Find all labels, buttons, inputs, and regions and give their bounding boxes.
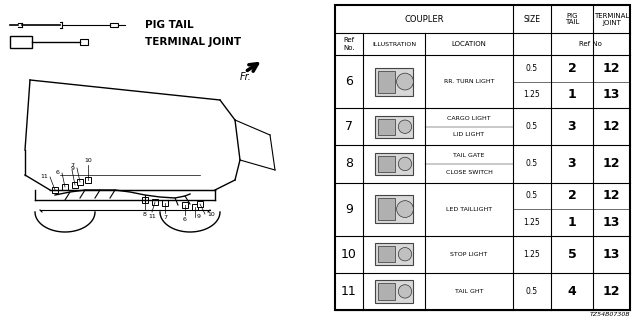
Bar [375,243,413,265]
Circle shape [398,120,412,133]
Bar [182,202,188,208]
Bar [77,179,83,185]
Text: 1.25: 1.25 [524,90,540,99]
Text: TZ54B0730B: TZ54B0730B [589,312,630,317]
Bar [10,36,32,48]
Text: LID LIGHT: LID LIGHT [453,132,484,137]
Text: TERMINAL
JOINT: TERMINAL JOINT [594,12,629,26]
Text: 1.25: 1.25 [524,250,540,259]
Bar [378,119,395,135]
Text: 13: 13 [603,88,620,101]
Text: TERMINAL JOINT: TERMINAL JOINT [145,37,241,47]
Text: 12: 12 [603,120,620,133]
Text: 11: 11 [341,285,357,298]
Bar [378,156,395,172]
Text: 12: 12 [603,189,620,202]
Text: 3: 3 [568,157,576,171]
Bar [378,71,395,92]
Text: 11: 11 [40,174,48,180]
Text: STOP LIGHT: STOP LIGHT [451,252,488,257]
Bar [152,199,158,205]
Text: CLOSE SWITCH: CLOSE SWITCH [445,170,492,175]
Bar [192,204,198,210]
Circle shape [398,248,412,261]
Bar [142,197,148,203]
Bar [85,177,91,183]
Bar [375,195,413,223]
Text: 0.5: 0.5 [526,159,538,168]
Bar [197,201,203,207]
Text: 0.5: 0.5 [526,191,538,200]
Circle shape [397,201,413,218]
Text: 12: 12 [603,157,620,171]
Bar [375,116,413,138]
Text: 12: 12 [603,285,620,298]
Text: 10: 10 [341,248,357,261]
Text: 8: 8 [345,157,353,171]
Text: 10: 10 [84,158,92,163]
Text: 0.5: 0.5 [526,64,538,73]
Bar [62,184,68,190]
Text: 2: 2 [568,189,577,202]
Text: 2: 2 [568,62,577,75]
Circle shape [397,73,413,90]
Bar [375,280,413,303]
Text: 7: 7 [163,215,167,220]
Text: LOCATION: LOCATION [452,41,486,47]
Bar [72,182,78,188]
Text: 6: 6 [345,75,353,88]
Text: 0.5: 0.5 [526,287,538,296]
Text: Ref No: Ref No [579,41,602,47]
Bar [375,68,413,96]
Text: 5: 5 [568,248,577,261]
Text: 13: 13 [603,216,620,229]
Text: 6: 6 [183,217,187,222]
Text: 1: 1 [568,88,577,101]
Text: 3: 3 [568,120,576,133]
Text: 13: 13 [603,248,620,261]
Text: SIZE: SIZE [524,14,541,23]
Text: 10: 10 [207,212,215,217]
Bar [375,153,413,175]
Text: PIG TAIL: PIG TAIL [145,20,194,30]
Bar [110,23,118,27]
Text: 8: 8 [143,212,147,217]
Text: 6: 6 [56,171,60,175]
Text: COUPLER: COUPLER [404,14,444,23]
Bar [378,198,395,220]
Text: PIG
TAIL: PIG TAIL [565,12,579,26]
Text: ILLUSTRATION: ILLUSTRATION [372,42,416,46]
Text: CARGO LIGHT: CARGO LIGHT [447,116,491,121]
Text: Ref
No.: Ref No. [343,37,355,51]
Text: 7: 7 [345,120,353,133]
Text: 1.25: 1.25 [524,218,540,227]
Bar [378,246,395,262]
Text: 12: 12 [603,62,620,75]
Text: 9: 9 [345,203,353,216]
Text: 11: 11 [148,214,156,219]
Circle shape [398,157,412,171]
Circle shape [398,285,412,298]
Bar [80,39,88,45]
Text: TAIL GATE: TAIL GATE [453,153,484,158]
Text: Fr.: Fr. [240,72,252,82]
Text: LED TAILLIGHT: LED TAILLIGHT [446,207,492,212]
Text: 1: 1 [568,216,577,229]
Bar [378,283,395,300]
Text: 0.5: 0.5 [526,122,538,131]
Bar [162,200,168,206]
Text: RR. TURN LIGHT: RR. TURN LIGHT [444,79,494,84]
Text: 9: 9 [197,214,201,220]
Text: 9: 9 [71,165,75,171]
Bar [52,187,58,193]
Text: 4: 4 [568,285,577,298]
Text: 7: 7 [70,163,74,168]
Text: TAIL GHT: TAIL GHT [455,289,483,294]
